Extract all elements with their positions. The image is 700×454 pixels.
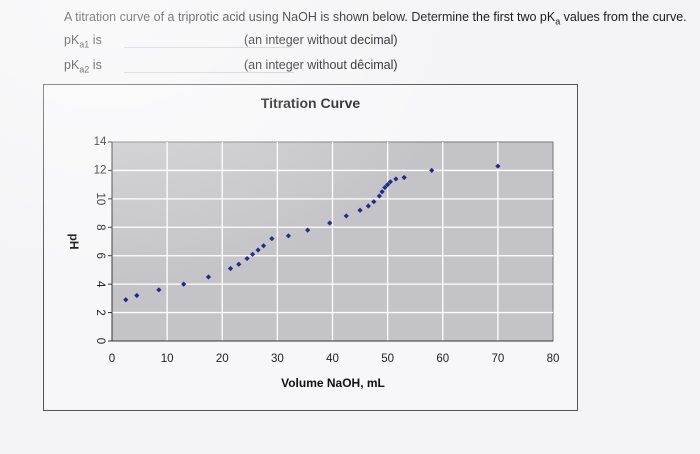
y-tick-label: 10 xyxy=(94,192,106,205)
y-tick-label: 14 xyxy=(94,136,107,148)
x-tick-label: 20 xyxy=(216,353,229,365)
x-tick-label: 30 xyxy=(271,353,284,365)
x-tick-label: 50 xyxy=(381,353,394,365)
x-tick-label: 10 xyxy=(161,353,174,365)
y-tick-label: 4 xyxy=(94,281,106,288)
y-tick-label: 2 xyxy=(94,309,106,315)
y-axis-label: pH xyxy=(67,234,81,250)
x-tick-label: 70 xyxy=(491,353,504,365)
x-tick-label: 60 xyxy=(436,353,449,365)
y-tick-label: 0 xyxy=(94,338,106,344)
x-axis-label: Volume NaOH, mL xyxy=(281,376,385,390)
y-tick-label: 6 xyxy=(94,253,106,259)
x-tick-label: 40 xyxy=(326,353,339,365)
x-tick-label: 80 xyxy=(547,353,560,365)
y-tick-label: 12 xyxy=(94,164,107,176)
x-tick-label: 0 xyxy=(109,353,115,365)
y-tick-label: 8 xyxy=(94,224,106,230)
